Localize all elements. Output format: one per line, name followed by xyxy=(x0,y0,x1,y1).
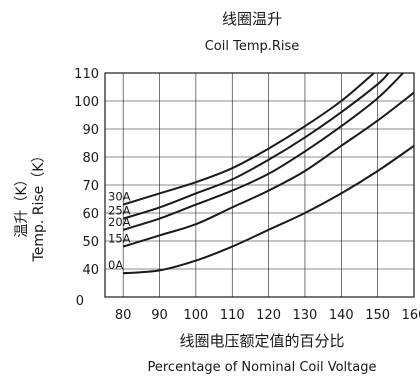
series-label-25a: 25A xyxy=(108,204,131,218)
x-tick-label: 110 xyxy=(220,308,245,323)
x-tick-label: 80 xyxy=(115,308,132,323)
plot-area: 80 90 100 110 120 130 140 150 160 0 40 50 60 70 80 90 10… xyxy=(74,67,420,323)
series-line-20a xyxy=(122,73,404,231)
y-tick-label: 90 xyxy=(82,123,99,138)
y-tick-label: 40 xyxy=(82,263,99,278)
series-line-0a xyxy=(123,144,414,275)
y-tick-label: 100 xyxy=(74,95,99,110)
series-label-15a: 15A xyxy=(108,232,131,246)
y-tick-label: 70 xyxy=(82,179,99,194)
y-tick-label: 80 xyxy=(82,151,99,166)
y-tick-label: 50 xyxy=(82,235,99,250)
x-tick-label: 140 xyxy=(329,308,354,323)
series-line-15a xyxy=(122,91,414,248)
y-tick-label: 110 xyxy=(74,67,99,82)
x-tick-label: 150 xyxy=(365,308,390,323)
x-tick-label: 160 xyxy=(402,308,420,323)
x-axis-label: 线圈电压额定值的百分比 xyxy=(179,332,344,350)
y-tick-label: 0 xyxy=(76,294,84,309)
x-tick-label: 120 xyxy=(256,308,281,323)
y-axis-label: 温升（K） xyxy=(14,172,30,237)
x-tick-label: 130 xyxy=(293,308,318,323)
chart-title: 线圈温升 xyxy=(222,10,282,28)
x-tick-label: 100 xyxy=(183,308,208,323)
series-line-25a xyxy=(122,73,390,220)
series-label-30a: 30A xyxy=(108,190,131,204)
series-label-0a: 0A xyxy=(108,258,123,272)
x-axis-label-en: Percentage of Nominal Coil Voltage xyxy=(148,360,377,375)
chart-subtitle: Coil Temp.Rise xyxy=(205,39,300,54)
series-line-30a xyxy=(122,73,375,206)
plot-frame xyxy=(104,72,415,298)
x-tick-label: 90 xyxy=(151,308,168,323)
y-tick-label: 60 xyxy=(82,207,99,222)
y-axis-label-en: Temp. Rise（K） xyxy=(31,149,47,263)
